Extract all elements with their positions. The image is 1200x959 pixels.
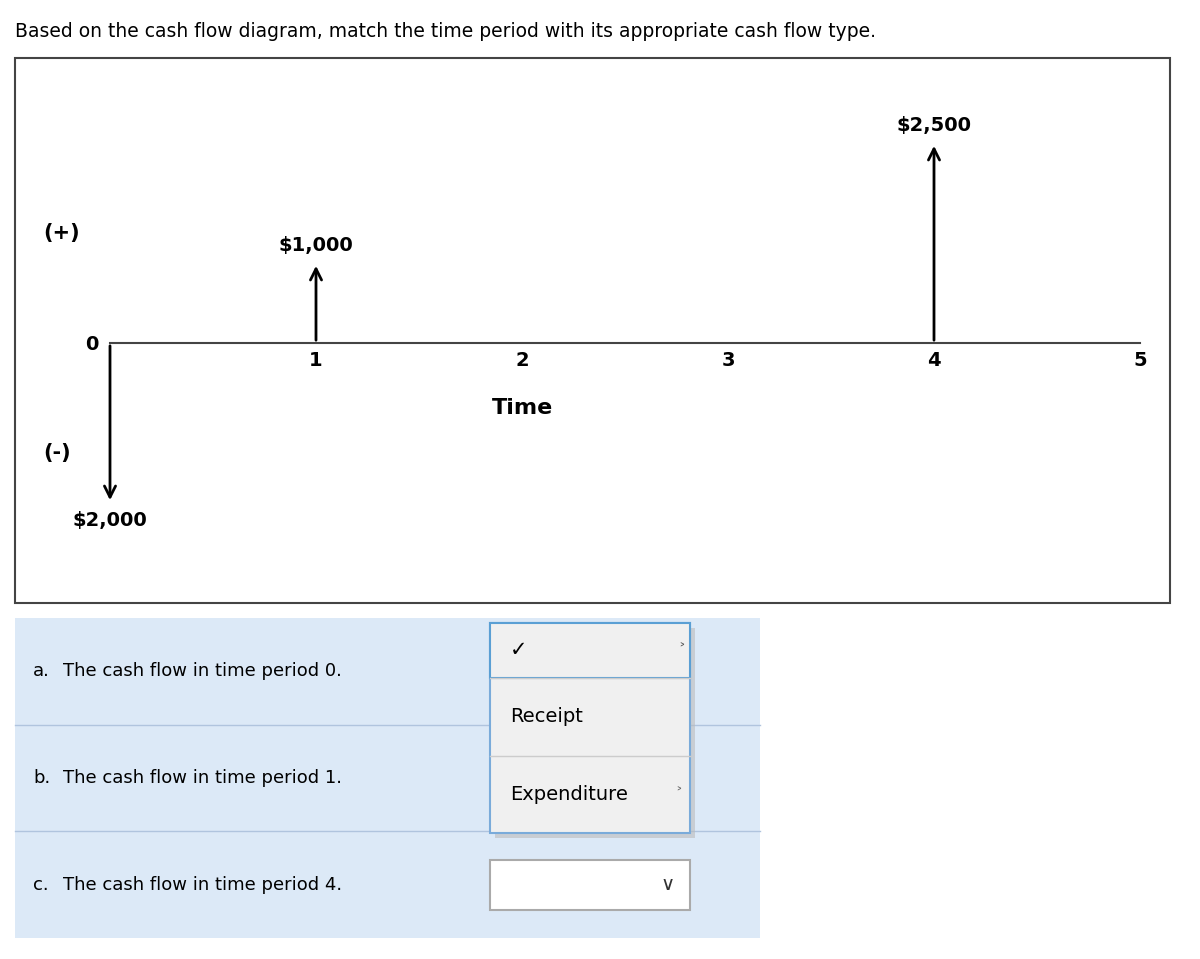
Bar — [490, 623, 690, 678]
Text: 2: 2 — [515, 351, 529, 370]
Text: ˃: ˃ — [676, 787, 682, 802]
Text: $2,500: $2,500 — [896, 116, 972, 135]
Text: (-): (-) — [43, 443, 71, 463]
Text: 0: 0 — [85, 335, 98, 354]
Text: c.: c. — [34, 876, 49, 894]
Text: a.: a. — [34, 663, 50, 680]
Text: Receipt: Receipt — [510, 707, 583, 726]
Text: 3: 3 — [721, 351, 734, 370]
Bar — [490, 859, 690, 910]
Text: The cash flow in time period 0.: The cash flow in time period 0. — [64, 663, 342, 680]
Text: $1,000: $1,000 — [278, 236, 353, 255]
Text: $2,000: $2,000 — [73, 511, 148, 530]
Text: Expenditure: Expenditure — [510, 784, 628, 804]
Text: (+): (+) — [43, 223, 79, 243]
Bar — [14, 618, 760, 938]
Text: Time: Time — [491, 398, 553, 418]
Text: ✓: ✓ — [510, 641, 528, 661]
Bar — [490, 623, 690, 833]
Text: 1: 1 — [310, 351, 323, 370]
Text: The cash flow in time period 4.: The cash flow in time period 4. — [64, 876, 342, 894]
Text: b.: b. — [34, 769, 50, 787]
Bar — [496, 628, 695, 838]
Text: ˃: ˃ — [678, 643, 685, 658]
Bar — [14, 58, 1170, 603]
Text: ∨: ∨ — [661, 876, 674, 894]
Text: The cash flow in time period 1.: The cash flow in time period 1. — [64, 769, 342, 787]
Text: 4: 4 — [928, 351, 941, 370]
Text: 5: 5 — [1133, 351, 1147, 370]
Text: Based on the cash flow diagram, match the time period with its appropriate cash : Based on the cash flow diagram, match th… — [14, 22, 876, 41]
